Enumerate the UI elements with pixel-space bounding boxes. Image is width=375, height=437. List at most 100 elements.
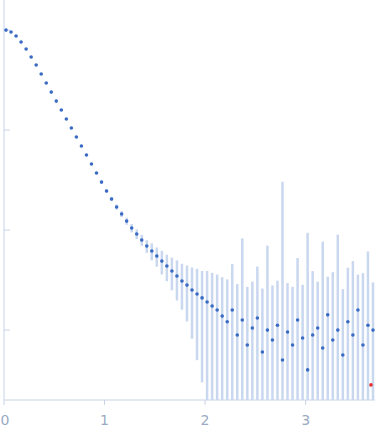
error-bar: [161, 251, 164, 275]
chart: 0123: [0, 0, 375, 437]
data-point: [220, 314, 224, 318]
data-point: [371, 328, 375, 332]
error-bar: [125, 218, 128, 225]
error-bar: [316, 282, 319, 400]
data-point: [286, 330, 290, 334]
error-bar: [261, 289, 264, 400]
error-bar: [5, 28, 8, 31]
data-point: [29, 55, 33, 59]
data-point: [261, 350, 265, 354]
data-point: [135, 232, 139, 236]
x-axis: [4, 400, 375, 401]
data-point: [140, 238, 144, 242]
data-point: [70, 126, 74, 130]
error-bar: [151, 243, 154, 260]
data-point: [296, 318, 300, 322]
data-point: [24, 47, 28, 51]
data-point: [49, 90, 53, 94]
data-point: [120, 212, 124, 216]
error-bar: [55, 99, 58, 102]
error-bar: [146, 240, 149, 253]
data-point: [95, 171, 99, 175]
data-point: [351, 333, 355, 337]
error-bar: [196, 269, 199, 360]
data-point: [44, 81, 48, 85]
error-bar: [135, 229, 138, 239]
data-point: [316, 326, 320, 330]
x-tick: [305, 400, 306, 405]
error-bar: [321, 242, 324, 400]
error-bar: [221, 277, 224, 400]
error-bar: [100, 181, 103, 184]
error-bar: [30, 55, 33, 58]
data-point: [160, 259, 164, 263]
y-tick: [4, 330, 10, 331]
data-point: [251, 326, 255, 330]
data-point: [200, 296, 204, 300]
error-bar: [45, 81, 48, 84]
error-bar: [166, 255, 169, 282]
error-bar: [201, 271, 204, 382]
data-point: [195, 292, 199, 296]
error-bar: [352, 261, 355, 400]
data-point: [19, 40, 23, 44]
error-bar: [357, 275, 360, 400]
error-bar: [95, 172, 98, 174]
data-point: [341, 353, 345, 357]
error-bar: [246, 287, 249, 400]
error-bar: [306, 233, 309, 400]
error-bar: [40, 72, 43, 75]
data-point: [115, 205, 119, 209]
error-bar: [301, 285, 304, 400]
error-bar: [120, 211, 123, 217]
error-bar: [156, 247, 159, 266]
error-bar: [10, 30, 13, 33]
data-point: [145, 244, 149, 248]
data-point: [170, 269, 174, 273]
data-point: [155, 254, 159, 258]
data-point: [100, 180, 104, 184]
data-point: [110, 197, 114, 201]
error-bar: [75, 136, 78, 138]
error-bar: [226, 279, 229, 400]
data-point: [4, 28, 8, 32]
data-point: [39, 72, 43, 76]
x-tick-label: 1: [100, 412, 109, 428]
data-point: [311, 333, 315, 337]
x-tick-label: 3: [301, 412, 310, 428]
data-point: [54, 99, 58, 103]
data-point: [105, 189, 109, 193]
error-bar: [326, 277, 329, 400]
error-bar: [311, 271, 314, 400]
data-point: [80, 144, 84, 148]
error-bar: [291, 287, 294, 400]
data-point: [321, 346, 325, 350]
data-point: [34, 63, 38, 67]
error-bar: [241, 238, 244, 400]
data-point: [210, 304, 214, 308]
error-bar: [181, 264, 184, 310]
error-bar: [110, 197, 113, 201]
error-bar: [367, 251, 370, 400]
error-bar: [171, 258, 174, 291]
data-point: [60, 108, 64, 112]
data-point: [326, 313, 330, 317]
error-bar: [15, 34, 18, 37]
x-tick: [205, 400, 206, 405]
data-point: [366, 323, 370, 327]
error-bar: [342, 289, 345, 400]
error-bar: [337, 235, 340, 400]
error-bar: [256, 267, 259, 400]
error-bar: [211, 273, 214, 400]
data-point: [180, 279, 184, 283]
error-bar: [25, 47, 28, 50]
error-bar: [35, 63, 38, 66]
error-bar: [266, 246, 269, 400]
data-point: [130, 226, 134, 230]
error-bar: [206, 271, 209, 400]
points: [4, 28, 375, 386]
data-point: [306, 368, 310, 372]
error-bar: [372, 282, 375, 400]
error-bar: [191, 268, 194, 339]
error-bar: [105, 189, 108, 193]
